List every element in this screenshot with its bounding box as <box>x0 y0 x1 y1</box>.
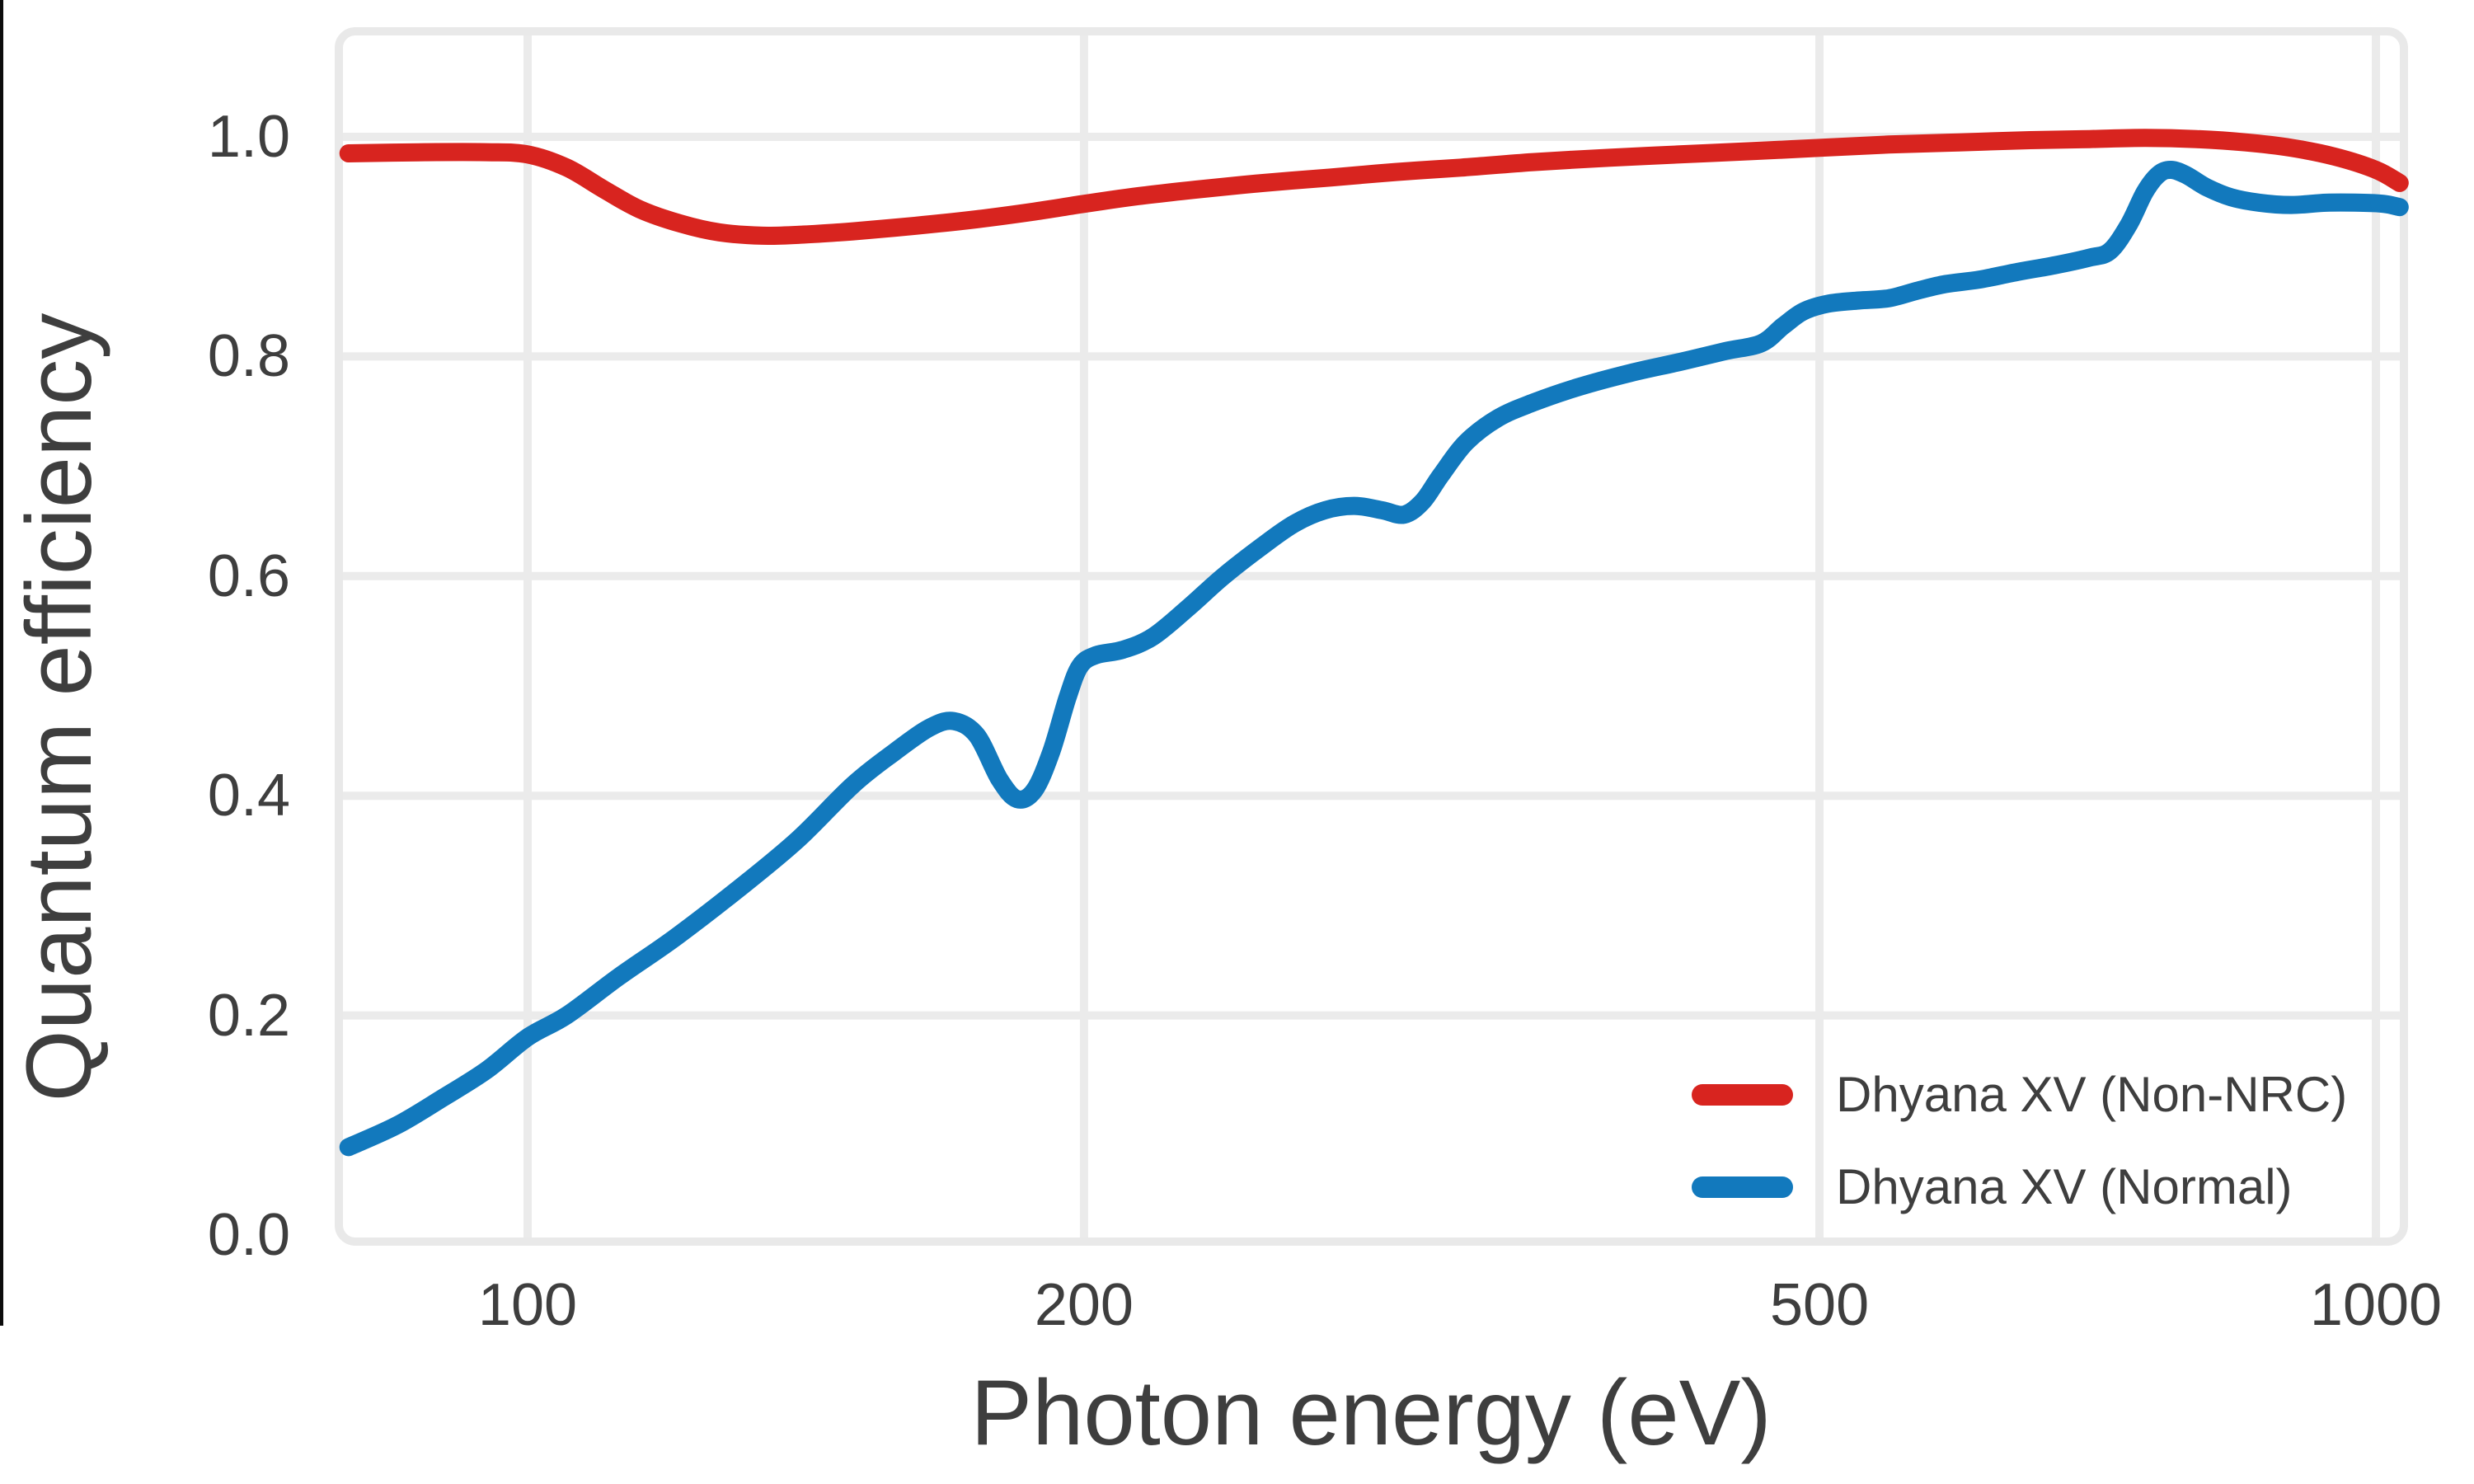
x-tick-label-200: 200 <box>1034 1272 1134 1338</box>
plot-frame <box>335 27 2408 1246</box>
x-tick-label-1000: 1000 <box>2309 1272 2443 1338</box>
y-tick-label-1.0: 1.0 <box>207 104 290 170</box>
legend-item-non-nrc: Dhyana XV (Non-NRC) <box>1692 1065 2347 1125</box>
legend-label-normal: Dhyana XV (Normal) <box>1836 1159 2293 1214</box>
x-axis-title: Photon energy (eV) <box>970 1361 1772 1464</box>
x-tick-label-500: 500 <box>1770 1272 1870 1338</box>
legend-item-normal: Dhyana XV (Normal) <box>1692 1158 2293 1217</box>
y-tick-label-0.2: 0.2 <box>207 982 290 1049</box>
y-tick-label-0.4: 0.4 <box>207 763 290 829</box>
window-left-edge <box>0 0 3 1326</box>
y-tick-label-0.8: 0.8 <box>207 323 290 390</box>
y-tick-label-0.6: 0.6 <box>207 542 290 609</box>
legend-label-non-nrc: Dhyana XV (Non-NRC) <box>1836 1067 2348 1122</box>
y-tick-label-0.0: 0.0 <box>207 1202 290 1268</box>
legend-swatch-red-line <box>1692 1084 1793 1106</box>
series-line-1 <box>339 160 2409 1157</box>
x-tick-label-100: 100 <box>477 1272 578 1338</box>
series-line-0 <box>339 129 2409 245</box>
legend-swatch-blue-line <box>1692 1176 1793 1198</box>
y-axis-title: Quantum efficiency <box>7 312 110 1102</box>
